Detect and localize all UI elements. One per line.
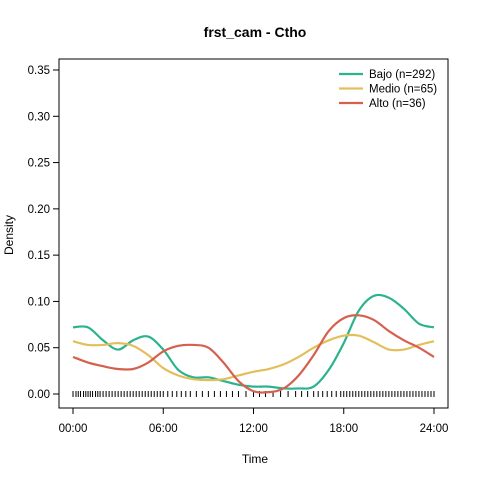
- y-tick-label: 0.25: [28, 158, 50, 170]
- y-axis: 0.00 0.05 0.10 0.15 0.20 0.25 0.30 0.35: [28, 65, 59, 401]
- chart-title: frst_cam - Ctho: [204, 24, 307, 40]
- x-tick-label: 18:00: [329, 423, 358, 435]
- y-tick-label: 0.35: [28, 65, 50, 77]
- legend-label: Alto (n=36): [369, 98, 426, 110]
- y-tick-label: 0.05: [28, 343, 50, 355]
- legend: Bajo (n=292) Medio (n=65) Alto (n=36): [339, 69, 437, 110]
- y-tick-label: 0.30: [28, 111, 50, 123]
- y-tick-label: 0.00: [28, 389, 50, 401]
- x-tick-label: 00:00: [59, 423, 88, 435]
- legend-label: Bajo (n=292): [369, 69, 435, 81]
- rug-marks: [72, 391, 435, 397]
- plot-border: [58, 58, 449, 409]
- x-axis-label: Time: [242, 452, 269, 466]
- legend-label: Medio (n=65): [369, 84, 437, 96]
- series-line-1: [72, 293, 435, 390]
- series-line-3: [72, 314, 435, 394]
- y-tick-label: 0.20: [28, 204, 50, 216]
- series-line-2: [72, 333, 435, 382]
- series-lines: [72, 293, 435, 394]
- x-axis: 00:00 06:00 12:00 18:00 24:00: [59, 408, 449, 435]
- y-axis-label: Density: [2, 215, 16, 255]
- y-tick-label: 0.10: [28, 296, 50, 308]
- x-tick-label: 12:00: [239, 423, 268, 435]
- x-tick-label: 06:00: [149, 423, 178, 435]
- x-tick-label: 24:00: [420, 423, 449, 435]
- y-tick-label: 0.15: [28, 250, 50, 262]
